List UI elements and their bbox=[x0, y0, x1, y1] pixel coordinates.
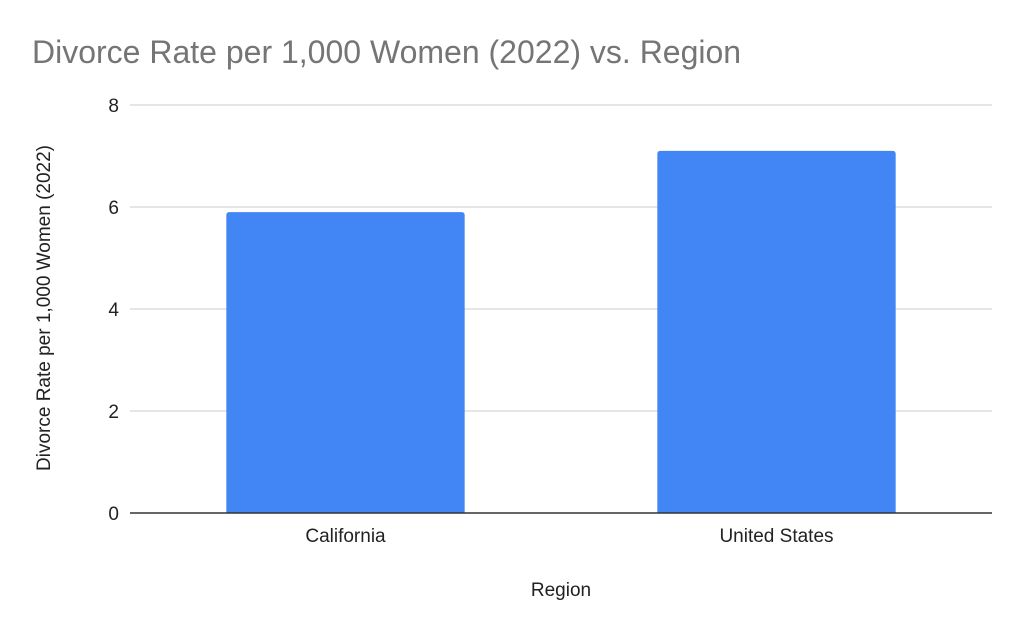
y-tick-label: 8 bbox=[108, 96, 119, 117]
x-tick-labels: California United States bbox=[305, 526, 833, 547]
y-tick-labels: 0 2 4 6 8 bbox=[108, 96, 119, 525]
bars bbox=[226, 150, 896, 513]
y-tick-label: 2 bbox=[108, 402, 119, 423]
y-tick-label: 6 bbox=[108, 198, 119, 219]
x-axis-label: Region bbox=[531, 580, 591, 601]
x-tick-label: California bbox=[305, 526, 386, 547]
chart-title: Divorce Rate per 1,000 Women (2022) vs. … bbox=[32, 34, 741, 70]
bar-california bbox=[226, 212, 465, 513]
y-axis-label: Divorce Rate per 1,000 Women (2022) bbox=[34, 145, 55, 471]
y-tick-label: 4 bbox=[108, 300, 119, 321]
y-tick-label: 0 bbox=[108, 504, 119, 525]
x-tick-label: United States bbox=[719, 526, 833, 547]
bar-united-states bbox=[657, 150, 896, 513]
